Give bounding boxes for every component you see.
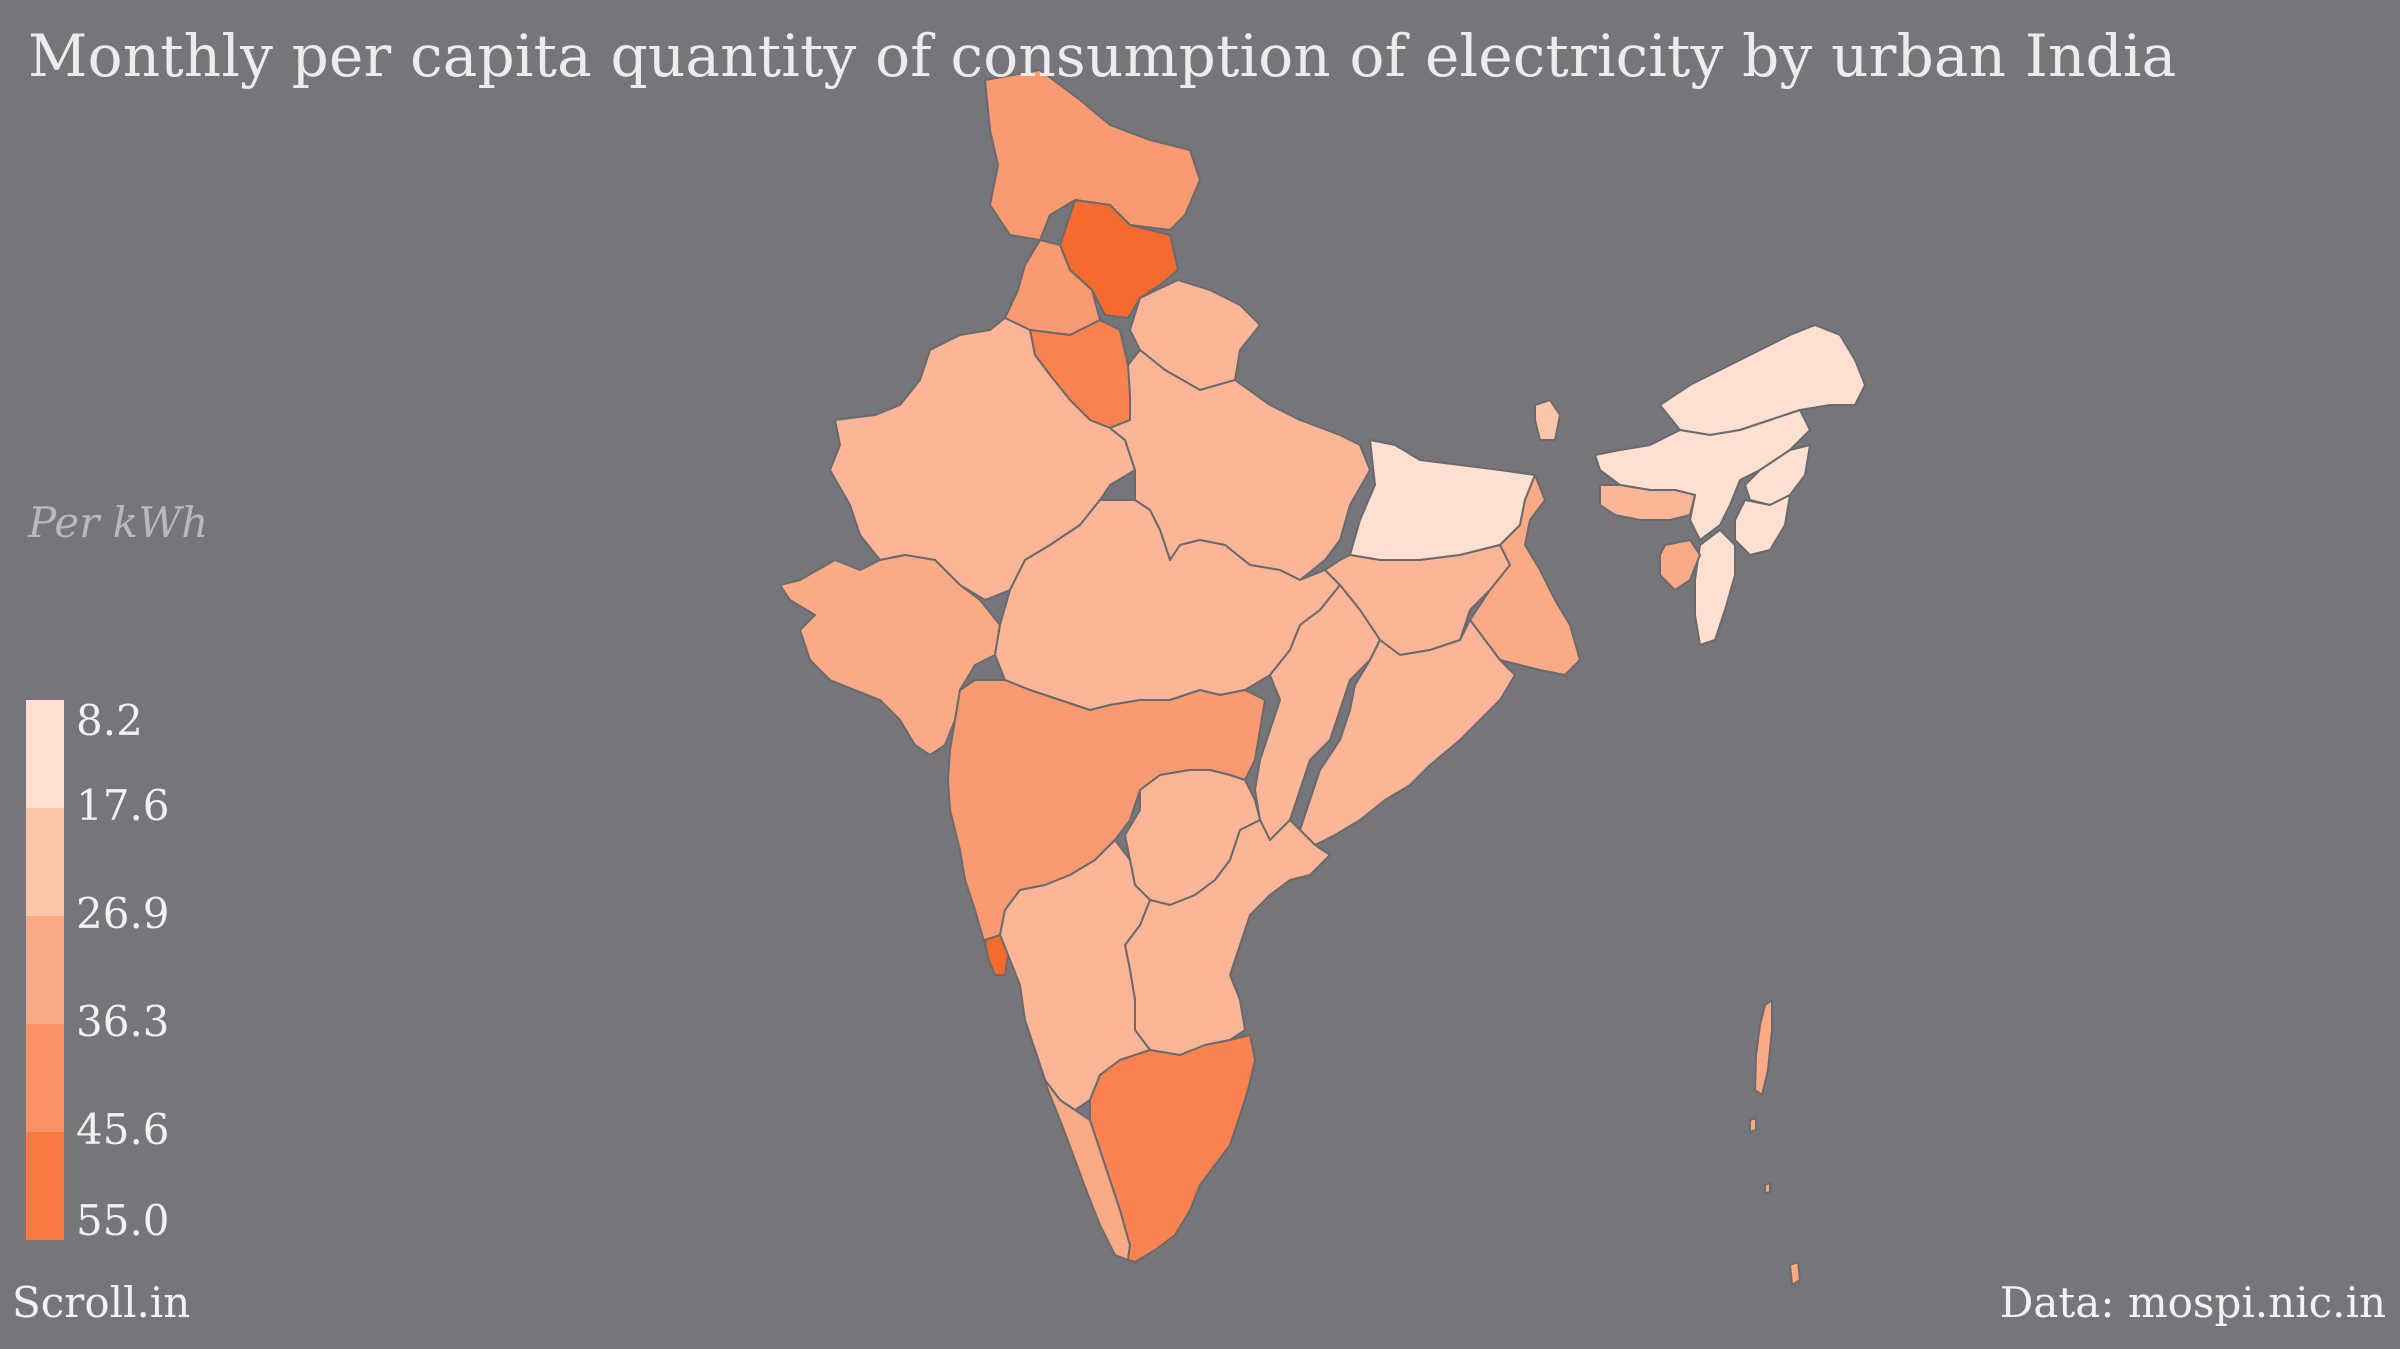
region-west-bengal[interactable]	[1469, 474, 1581, 676]
legend-swatch-1	[26, 700, 64, 808]
region-manipur[interactable]	[1734, 494, 1791, 556]
legend-swatch-5	[26, 1132, 64, 1240]
unit-label: Per kWh	[28, 498, 209, 547]
region-mizoram[interactable]	[1694, 529, 1736, 646]
source-credit-right: Data: mospi.nic.in	[1999, 1278, 2386, 1327]
legend-swatch-3	[26, 916, 64, 1024]
region-sikkim[interactable]	[1534, 399, 1561, 441]
region-arunachal-pradesh[interactable]	[1659, 324, 1866, 436]
region-rajasthan[interactable]	[829, 317, 1136, 601]
region-karnataka[interactable]	[999, 839, 1151, 1111]
source-credit-left: Scroll.in	[12, 1278, 191, 1327]
legend-tick-5: 45.6	[76, 1105, 170, 1154]
legend-tick-1: 8.2	[76, 696, 143, 745]
legend-tick-4: 36.3	[76, 997, 170, 1046]
region-andaman-and-nicobar[interactable]	[1749, 999, 1801, 1286]
legend-swatch-2	[26, 808, 64, 916]
region-tripura[interactable]	[1659, 539, 1701, 591]
region-meghalaya[interactable]	[1599, 484, 1696, 521]
legend-tick-6: 55.0	[76, 1196, 170, 1245]
region-goa[interactable]	[984, 934, 1009, 976]
region-odisha[interactable]	[1299, 619, 1516, 846]
legend-tick-3: 26.9	[76, 889, 170, 938]
legend-tick-2: 17.6	[76, 781, 170, 830]
chart-title: Monthly per capita quantity of consumpti…	[28, 22, 2177, 90]
region-tamil-nadu[interactable]	[1089, 1034, 1256, 1263]
color-legend: 8.2 17.6 26.9 36.3 45.6 55.0	[26, 696, 286, 1245]
region-gujarat[interactable]	[779, 554, 1001, 756]
legend-swatch-4	[26, 1024, 64, 1132]
region-chhattisgarh[interactable]	[1254, 584, 1381, 841]
region-uttarakhand[interactable]	[1129, 279, 1261, 391]
